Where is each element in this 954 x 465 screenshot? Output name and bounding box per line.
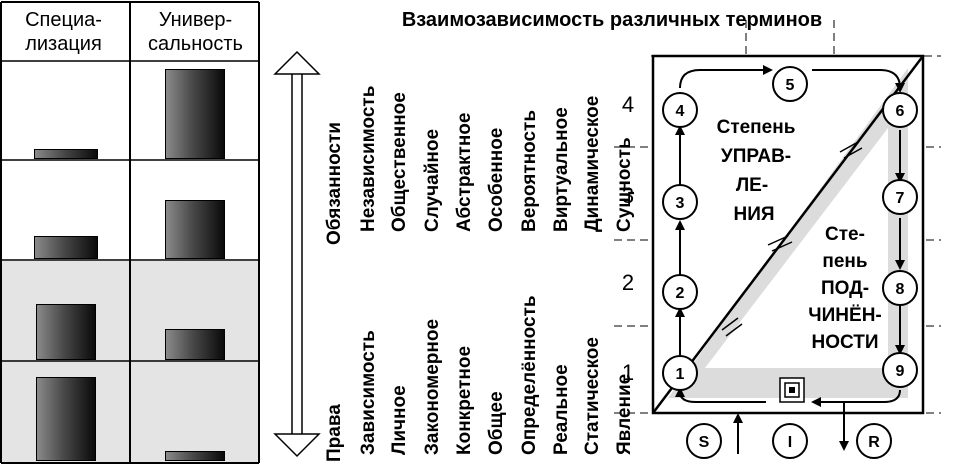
table-cell-universality [131, 362, 258, 463]
lower-term: Определённость [519, 295, 540, 455]
svg-text:7: 7 [896, 190, 905, 207]
table-cell-universality [131, 62, 258, 161]
level-number: 4 [622, 92, 634, 117]
svg-text:6: 6 [896, 103, 905, 120]
specialization-bar [36, 304, 96, 360]
subordination-label-line1: Сте- [825, 224, 865, 245]
upper-term: Вероятность [519, 110, 540, 232]
upper-term: Обязанности [324, 122, 345, 245]
svg-text:5: 5 [786, 77, 795, 94]
lower-term: Статическое [582, 337, 603, 455]
control-subordination-scheme: 1 2 3 4 5 6 7 8 9 S I R Степень УПРАВ- ЛЕ- НИЯ Сте-… [614, 20, 941, 459]
diagram-title: Взаимозависимость различных терминов [402, 9, 822, 31]
upper-term: Виртуальное [551, 107, 572, 232]
table-cell-universality [131, 161, 258, 261]
level-number: 3 [622, 183, 634, 208]
process-node: 9 [882, 352, 918, 388]
upper-term: Особенное [486, 128, 507, 232]
process-node: 1 [662, 355, 698, 391]
svg-text:I: I [788, 434, 792, 451]
subordination-label-line5: НОСТИ [811, 332, 878, 353]
header-universality-line2: сальность [148, 33, 243, 55]
subordination-label-line4: ЧИНЁН- [808, 305, 882, 326]
specialization-bar [34, 149, 98, 159]
upper-term: Случайное [422, 129, 443, 232]
header-specialization: Специа- лизация [0, 4, 127, 60]
upper-term: Общественное [389, 92, 410, 232]
svg-text:9: 9 [896, 363, 905, 380]
upper-term: Динамическое [582, 96, 603, 232]
subordination-label-line2: пень [822, 251, 867, 272]
svg-text:1: 1 [676, 366, 685, 383]
svg-text:4: 4 [676, 103, 685, 120]
double-arrow [273, 50, 321, 458]
universality-bar [165, 329, 225, 360]
lower-term: Конкретное [454, 346, 475, 455]
header-specialization-line1: Специа- [25, 9, 102, 31]
svg-text:R: R [868, 434, 880, 451]
io-node: I [772, 423, 808, 459]
header-specialization-line2: лизация [25, 33, 102, 55]
universality-bar [165, 69, 225, 159]
lower-term: Общее [486, 391, 507, 455]
level-number: 2 [622, 270, 634, 295]
io-node: S [686, 423, 722, 459]
universality-bar [165, 200, 225, 259]
control-label-line3: ЛЕ- [736, 175, 768, 196]
svg-text:3: 3 [676, 195, 685, 212]
upper-term: Независимость [358, 86, 379, 232]
table-cell-specialization [2, 62, 129, 161]
control-label-line1: Степень [717, 117, 796, 138]
svg-text:8: 8 [896, 281, 905, 298]
lower-term: Реальное [551, 364, 572, 455]
process-node: 4 [662, 92, 698, 128]
lower-term: Зависимость [358, 330, 379, 455]
svg-text:2: 2 [676, 285, 685, 302]
process-node: 6 [882, 92, 918, 128]
lower-term: Явление [614, 374, 635, 455]
process-node: 8 [882, 270, 918, 306]
svg-text:S: S [699, 434, 710, 451]
io-node: R [856, 423, 892, 459]
table-cell-specialization [2, 261, 129, 362]
universality-bar [165, 451, 225, 461]
header-universality: Универ- сальность [131, 4, 260, 60]
process-node: 5 [772, 66, 808, 102]
control-label-line2: УПРАВ- [721, 146, 791, 167]
lower-term: Права [324, 404, 345, 462]
lower-term: Личное [389, 385, 410, 455]
upper-term: Абстрактное [454, 113, 475, 232]
table-cell-specialization [2, 362, 129, 463]
level-number: 1 [622, 360, 634, 385]
header-universality-line1: Универ- [158, 9, 233, 31]
subordination-label-line3: ПОД- [821, 278, 869, 299]
process-node: 2 [662, 274, 698, 310]
term-columns: Обязанности Независимость Общественное Случ… [324, 86, 635, 462]
process-node: 7 [882, 179, 918, 215]
table-cell-universality [131, 261, 258, 362]
lower-term: Закономерное [422, 319, 443, 455]
upper-term: Сущность [614, 137, 635, 232]
specialization-bar [34, 236, 98, 259]
table-grid [0, 1, 260, 464]
control-label-line4: НИЯ [733, 204, 774, 225]
table-cell-specialization [2, 161, 129, 261]
process-node: 3 [662, 184, 698, 220]
specialization-bar [36, 377, 96, 461]
specialization-universality-table: Специа- лизация Универ- сальность [0, 0, 260, 465]
center-target-icon [779, 377, 805, 403]
